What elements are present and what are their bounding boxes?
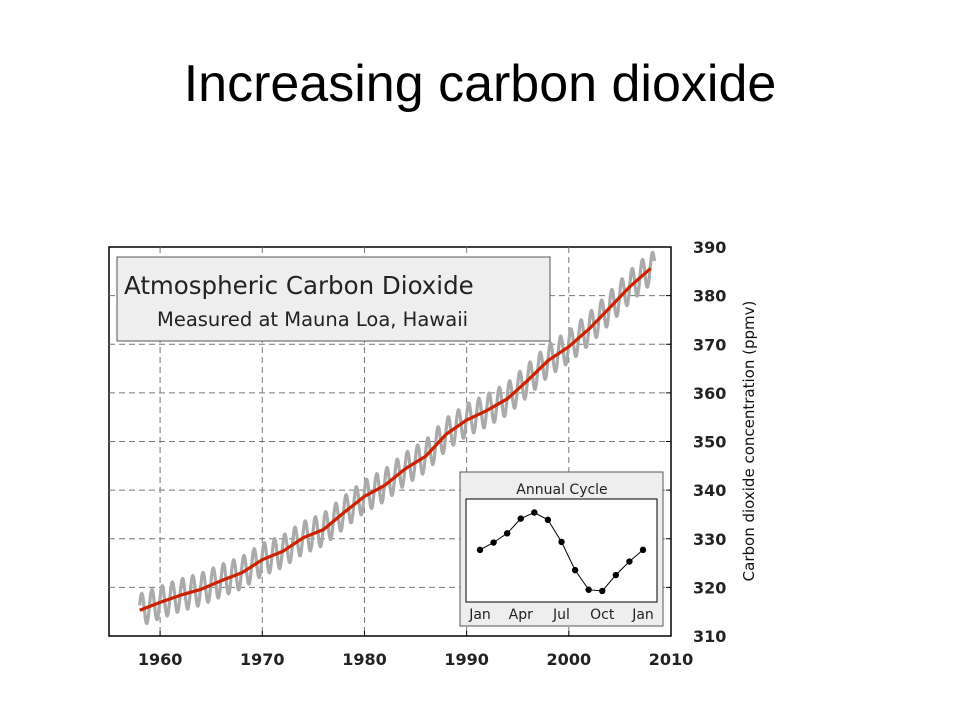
annual-cycle-point xyxy=(612,571,620,579)
annual-cycle-point xyxy=(639,546,647,554)
inset-x-label: Jul xyxy=(552,607,570,623)
inset-title: Annual Cycle xyxy=(516,482,607,498)
annual-cycle-point xyxy=(558,538,565,546)
inset-x-label: Oct xyxy=(590,607,615,623)
slide-title: Increasing carbon dioxide xyxy=(183,55,777,113)
x-tick-labels: 1960 1970 1980 1990 2000 2010 xyxy=(138,650,693,669)
title-box-background xyxy=(116,256,551,342)
chart-title: Atmospheric Carbon Dioxide xyxy=(124,271,474,300)
x-tick-label: 1980 xyxy=(342,650,387,669)
y-tick-label: 340 xyxy=(693,481,726,500)
x-tick-label: 1970 xyxy=(240,650,285,669)
x-tick-label: 2000 xyxy=(547,650,592,669)
chart-title-box: Atmospheric Carbon Dioxide Measured at M… xyxy=(116,256,551,342)
monthly-co2-line xyxy=(138,250,656,626)
annual-cycle-point xyxy=(476,546,484,554)
annual-cycle-point xyxy=(490,539,497,546)
annual-trend-line xyxy=(139,267,652,612)
y-tick-label: 350 xyxy=(693,433,726,452)
annual-cycle-point xyxy=(517,515,524,522)
inset-x-label: Apr xyxy=(509,607,533,623)
annual-cycle-point xyxy=(585,586,592,593)
x-tick-label: 2010 xyxy=(649,650,694,669)
inset-x-label: Jan xyxy=(631,607,654,623)
y-tick-label: 320 xyxy=(693,578,726,597)
inset-plot-frame xyxy=(465,498,658,603)
y-tick-label: 310 xyxy=(693,627,726,646)
y-tick-label: 390 xyxy=(693,238,726,257)
annual-cycle-inset: Annual Cycle Jan Apr Jul Oct Jan xyxy=(459,471,664,627)
inset-x-labels: Jan Apr Jul Oct Jan xyxy=(468,607,654,623)
inset-x-label: Jan xyxy=(468,607,491,623)
x-tick-label: 1960 xyxy=(138,650,183,669)
annual-cycle-point xyxy=(503,530,511,537)
annual-cycle-point xyxy=(599,587,606,595)
y-tick-label: 370 xyxy=(693,335,726,354)
y-tick-label: 330 xyxy=(693,530,726,549)
annual-cycle-points xyxy=(476,509,647,595)
annual-cycle-point xyxy=(571,566,579,574)
y-tick-label: 380 xyxy=(693,287,726,306)
y-tick-label: 360 xyxy=(693,384,726,403)
annual-cycle-point xyxy=(544,516,552,524)
axis-ticks xyxy=(159,246,672,637)
chart-subtitle: Measured at Mauna Loa, Hawaii xyxy=(157,308,468,331)
annual-cycle-point xyxy=(531,509,538,516)
y-axis-label: Carbon dioxide concentration (ppmv) xyxy=(740,301,758,582)
y-tick-labels: 310 320 330 340 350 360 370 380 390 xyxy=(693,238,726,646)
x-tick-label: 1990 xyxy=(444,650,489,669)
annual-cycle-point xyxy=(626,558,633,565)
